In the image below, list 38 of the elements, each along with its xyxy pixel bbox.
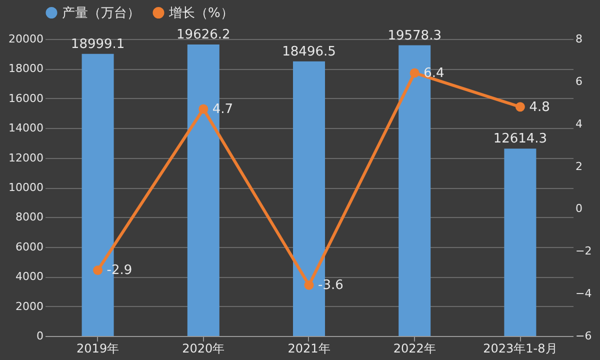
- y-tick-label: 18000: [8, 62, 44, 76]
- y2-tick-label: 2: [576, 160, 582, 173]
- y2-tick-label: −4: [576, 287, 592, 300]
- y-tick-label: 8000: [16, 210, 44, 224]
- y-tick-label: 14000: [8, 122, 44, 135]
- x-tick-label: 2023年1-8月: [483, 342, 558, 356]
- y2-tick-label: −6: [576, 330, 592, 342]
- y-tick-label: 6000: [16, 240, 44, 254]
- point: [410, 68, 420, 78]
- data-label: 19626.2: [176, 28, 230, 43]
- bar: [504, 148, 536, 336]
- point: [93, 266, 103, 275]
- y-tick-label: 2000: [16, 300, 44, 313]
- y-tick-label: 4000: [16, 270, 44, 284]
- y2-tick-label: −2: [576, 244, 592, 258]
- point: [515, 102, 525, 112]
- data-label: 19578.3: [388, 28, 442, 44]
- x-tick-label: 2021年: [288, 342, 330, 356]
- y-tick-label: 0: [36, 330, 44, 342]
- x-tick-label: 2019年: [76, 342, 120, 356]
- x-tick-label: 2020年: [182, 342, 225, 356]
- data-label: 4.8: [529, 100, 550, 115]
- point: [198, 104, 208, 114]
- x-tick-label: 2022年: [393, 342, 436, 356]
- legend-label: 增长（%）: [168, 6, 234, 21]
- data-label: 12614.3: [493, 132, 548, 147]
- legend-label: 产量（万台）: [62, 6, 140, 21]
- y-tick-label: 20000: [8, 32, 44, 46]
- point: [304, 280, 314, 290]
- y2-tick-label: 4: [576, 117, 582, 130]
- y-tick-label: 10000: [8, 181, 44, 194]
- y2-tick-label: 0: [576, 202, 582, 216]
- y2-tick-label: 6: [576, 74, 582, 88]
- y-tick-label: 12000: [8, 151, 44, 164]
- y-tick-label: 16000: [8, 92, 44, 105]
- y2-tick-label: 8: [576, 32, 582, 46]
- data-label: 18999.1: [70, 36, 125, 52]
- data-label: 18496.5: [282, 44, 336, 60]
